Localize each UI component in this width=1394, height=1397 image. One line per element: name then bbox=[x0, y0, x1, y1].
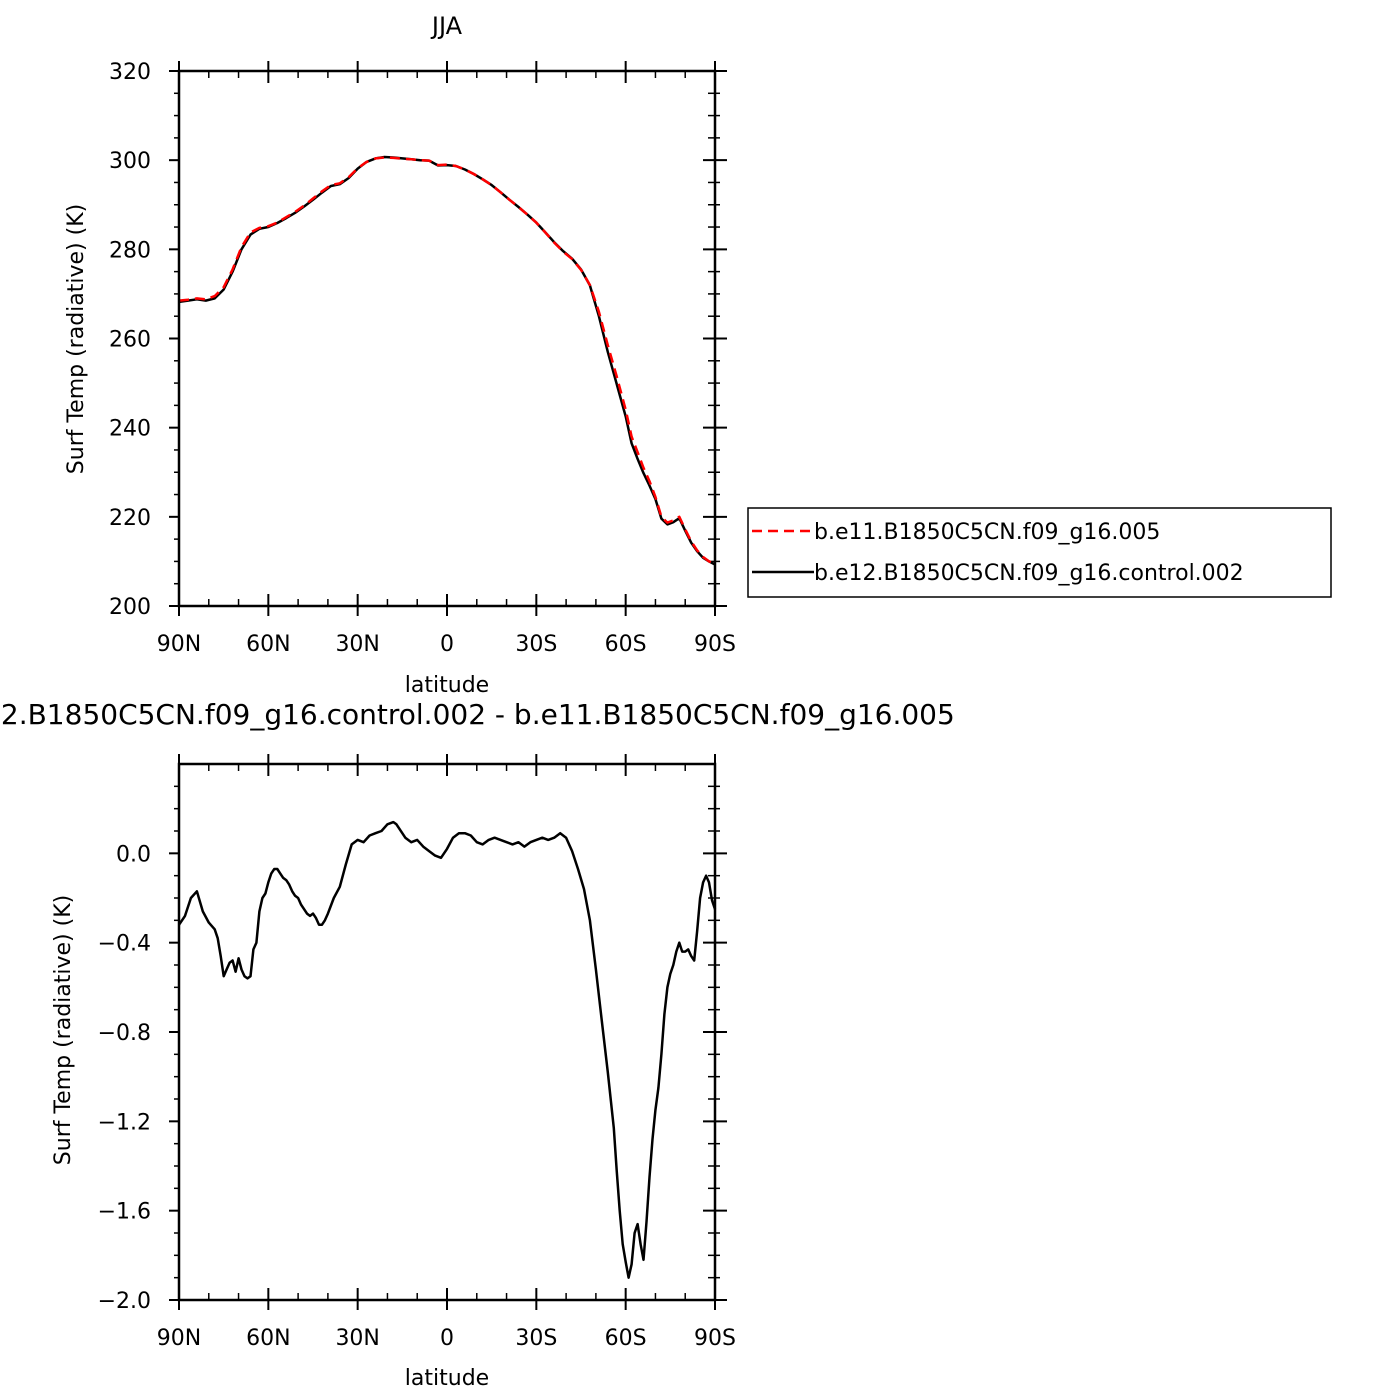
top-plot-frame bbox=[177, 69, 717, 608]
y-tick-label: −0.4 bbox=[98, 932, 151, 957]
legend-box bbox=[747, 507, 1332, 598]
bottom-panel: b.e12.B1850C5CN.f09_g16.control.002 - b.… bbox=[0, 698, 955, 1391]
y-tick-label: 200 bbox=[109, 595, 151, 620]
top-y-axis-label: Surf Temp (radiative) (K) bbox=[64, 204, 89, 474]
top-x-axis-label: latitude bbox=[405, 673, 489, 698]
legend: b.e11.B1850C5CN.f09_g16.005 b.e12.B1850C… bbox=[747, 507, 1332, 598]
y-tick-label: 0.0 bbox=[116, 842, 151, 867]
y-tick-label: 240 bbox=[109, 417, 151, 442]
series-line-1 bbox=[177, 820, 717, 1279]
x-tick-label: 30S bbox=[515, 1326, 557, 1351]
y-tick-label: −2.0 bbox=[98, 1289, 151, 1314]
x-tick-label: 30N bbox=[335, 632, 379, 657]
series-line-1 bbox=[178, 156, 716, 565]
y-tick-label: −1.6 bbox=[98, 1200, 151, 1225]
y-tick-label: −0.8 bbox=[98, 1021, 151, 1046]
bottom-plot-frame bbox=[177, 762, 717, 1302]
x-tick-label: 90N bbox=[157, 632, 201, 657]
x-tick-label: 90S bbox=[694, 1326, 736, 1351]
x-tick-label: 30N bbox=[335, 1326, 379, 1351]
top-axes: 90N 60N 30N 0 30S 60S 90S 200 220 240 260 280 300 320 bbox=[109, 60, 736, 657]
x-tick-label: 60S bbox=[605, 1326, 647, 1351]
legend-label-series-2: b.e12.B1850C5CN.f09_g16.control.002 bbox=[814, 561, 1244, 586]
y-tick-label: 320 bbox=[109, 60, 151, 85]
x-tick-label: 60N bbox=[246, 632, 290, 657]
y-tick-label: 300 bbox=[109, 149, 151, 174]
y-tick-label: 220 bbox=[109, 506, 151, 531]
x-tick-label: 90N bbox=[157, 1326, 201, 1351]
x-tick-label: 0 bbox=[440, 632, 454, 657]
x-tick-label: 60S bbox=[605, 632, 647, 657]
y-tick-label: 260 bbox=[109, 328, 151, 353]
bottom-series-group bbox=[177, 820, 717, 1279]
legend-label-series-1: b.e11.B1850C5CN.f09_g16.005 bbox=[814, 520, 1160, 545]
top-panel: JJA 90N 60N 30N 0 30S 60S 90S 200 220 240 260 280 30… bbox=[64, 12, 1332, 698]
bottom-panel-title: b.e12.B1850C5CN.f09_g16.control.002 - b.… bbox=[0, 698, 955, 731]
x-tick-label: 60N bbox=[246, 1326, 290, 1351]
x-tick-label: 0 bbox=[440, 1326, 454, 1351]
y-tick-label: 280 bbox=[109, 238, 151, 263]
top-series-group bbox=[178, 155, 716, 566]
bottom-axes: 90N 60N 30N 0 30S 60S 90S −2.0 −1.6 −1.2 −0.8 −0.4 0… bbox=[98, 754, 736, 1351]
bottom-x-axis-label: latitude bbox=[405, 1366, 489, 1391]
bottom-y-axis-label: Surf Temp (radiative) (K) bbox=[51, 895, 76, 1165]
y-tick-label: −1.2 bbox=[98, 1110, 151, 1135]
x-tick-label: 90S bbox=[694, 632, 736, 657]
series-line-2 bbox=[178, 155, 716, 566]
top-panel-title: JJA bbox=[430, 12, 463, 40]
x-tick-label: 30S bbox=[515, 632, 557, 657]
